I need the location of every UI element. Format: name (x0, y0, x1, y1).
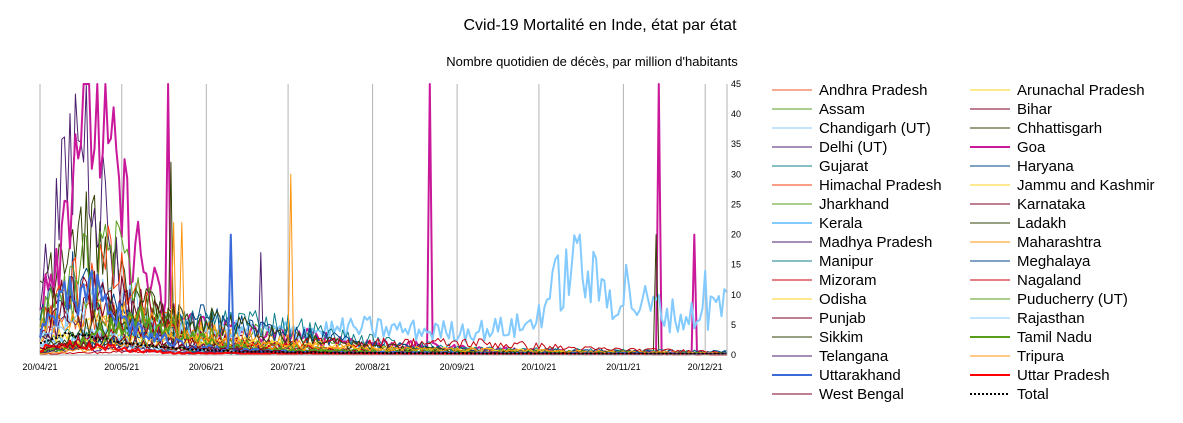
legend-label: Haryana (1017, 158, 1074, 175)
legend-label: Uttarakhand (819, 367, 901, 384)
x-tick-label: 20/09/21 (440, 362, 475, 372)
x-tick-label: 20/07/21 (271, 362, 306, 372)
legend-label: Total (1017, 386, 1049, 403)
legend-label: Mizoram (819, 272, 877, 289)
legend-item: Mizoram (772, 272, 877, 289)
y-tick-label: 15 (731, 260, 741, 270)
legend-label: Manipur (819, 253, 873, 270)
chart-subtitle: Nombre quotidien de décès, par million d… (446, 54, 738, 69)
legend-label: Himachal Pradesh (819, 177, 942, 194)
axes: 0 5 10 15 20 25 30 35 40 45 20/04/21 20/05/21 20/06/… (22, 79, 741, 372)
x-tick-label: 20/04/21 (22, 362, 57, 372)
legend-item: Nagaland (970, 272, 1081, 289)
legend-label: Delhi (UT) (819, 139, 887, 156)
legend-item: Jammu and Kashmir (970, 177, 1155, 194)
legend-item: Goa (970, 139, 1046, 156)
legend-label: Sikkim (819, 329, 863, 346)
y-tick-label: 35 (731, 139, 741, 149)
y-tick-label: 0 (731, 350, 736, 360)
legend-label: Rajasthan (1017, 310, 1085, 327)
x-tick-label: 20/12/21 (688, 362, 723, 372)
legend-item: Madhya Pradesh (772, 234, 932, 251)
legend-label: Gujarat (819, 158, 869, 175)
legend-item: Gujarat (772, 158, 869, 175)
legend-label: Ladakh (1017, 215, 1066, 232)
legend-item: Ladakh (970, 215, 1066, 232)
legend-item: West Bengal (772, 386, 904, 403)
chart-title: Cvid-19 Mortalité en Inde, état par état (463, 17, 737, 34)
y-tick-label: 30 (731, 169, 741, 179)
legend-item: Uttarakhand (772, 367, 901, 384)
series-line (39, 331, 728, 355)
legend-label: Tamil Nadu (1017, 329, 1092, 346)
y-tick-label: 40 (731, 109, 741, 119)
legend-item: Telangana (772, 348, 889, 365)
y-tick-label: 45 (731, 79, 741, 89)
y-tick-label: 25 (731, 199, 741, 209)
legend-item: Haryana (970, 158, 1074, 175)
legend-label: Punjab (819, 310, 866, 327)
x-tick-label: 20/11/21 (606, 362, 640, 372)
legend-label: Jharkhand (819, 196, 889, 213)
legend-item: Himachal Pradesh (772, 177, 942, 194)
legend-label: Chhattisgarh (1017, 120, 1102, 137)
legend-label: Andhra Pradesh (819, 82, 927, 99)
legend-label: Chandigarh (UT) (819, 120, 931, 137)
legend-item: Meghalaya (970, 253, 1091, 270)
series-group (39, 83, 728, 356)
legend-item: Rajasthan (970, 310, 1085, 327)
legend-item: Manipur (772, 253, 873, 270)
legend-item: Andhra Pradesh (772, 82, 927, 99)
legend-item: Delhi (UT) (772, 139, 887, 156)
legend-label: Tripura (1017, 348, 1065, 365)
legend-label: Uttar Pradesh (1017, 367, 1110, 384)
legend-label: Maharashtra (1017, 234, 1102, 251)
legend-item: Kerala (772, 215, 863, 232)
legend-item: Jharkhand (772, 196, 889, 213)
legend-label: Nagaland (1017, 272, 1081, 289)
legend-label: Arunachal Pradesh (1017, 82, 1145, 99)
x-tick-label: 20/05/21 (104, 362, 139, 372)
legend-label: Goa (1017, 139, 1046, 156)
legend-item: Chandigarh (UT) (772, 120, 931, 137)
legend-item: Maharashtra (970, 234, 1102, 251)
legend-label: Meghalaya (1017, 253, 1091, 270)
legend-label: Madhya Pradesh (819, 234, 932, 251)
legend: Andhra Pradesh Arunachal Pradesh Assam Biha… (772, 82, 1155, 403)
legend-item: Assam (772, 101, 865, 118)
legend-label: Puducherry (UT) (1017, 291, 1128, 308)
x-tick-label: 20/10/21 (521, 362, 556, 372)
legend-item: Chhattisgarh (970, 120, 1102, 137)
legend-label: Jammu and Kashmir (1017, 177, 1155, 194)
series-line (39, 233, 728, 350)
x-tick-label: 20/08/21 (355, 362, 390, 372)
legend-label: Odisha (819, 291, 867, 308)
legend-item: Arunachal Pradesh (970, 82, 1145, 99)
legend-item: Karnataka (970, 196, 1086, 213)
y-tick-label: 5 (731, 320, 736, 330)
legend-label: Assam (819, 101, 865, 118)
legend-item: Odisha (772, 291, 867, 308)
legend-item: Bihar (970, 101, 1052, 118)
legend-item: Uttar Pradesh (970, 367, 1110, 384)
legend-label: West Bengal (819, 386, 904, 403)
y-tick-label: 20 (731, 230, 741, 240)
legend-label: Telangana (819, 348, 889, 365)
legend-label: Bihar (1017, 101, 1052, 118)
x-tick-label: 20/06/21 (189, 362, 224, 372)
legend-label: Kerala (819, 215, 863, 232)
legend-item: Sikkim (772, 329, 863, 346)
legend-item: Punjab (772, 310, 866, 327)
legend-item: Tamil Nadu (970, 329, 1092, 346)
legend-item: Tripura (970, 348, 1065, 365)
legend-label: Karnataka (1017, 196, 1086, 213)
y-tick-label: 10 (731, 290, 741, 300)
legend-item: Puducherry (UT) (970, 291, 1128, 308)
legend-item: Total (970, 386, 1049, 403)
